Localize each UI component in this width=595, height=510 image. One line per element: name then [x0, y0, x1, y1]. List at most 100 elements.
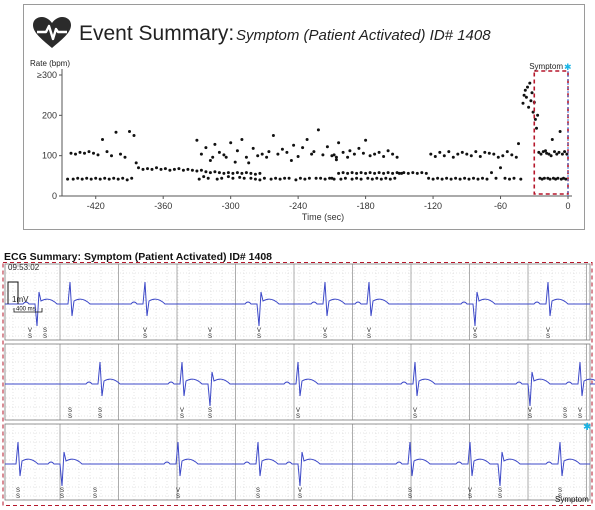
beat-label: S [208, 414, 212, 420]
data-point [451, 155, 455, 159]
data-point [512, 176, 516, 180]
data-point [222, 153, 226, 157]
data-point [350, 177, 354, 181]
beat-label: S [28, 334, 32, 340]
data-point [496, 155, 500, 159]
data-point [366, 176, 370, 180]
data-point [411, 171, 415, 175]
ecg-waveform [5, 361, 595, 407]
data-point [478, 155, 482, 158]
data-point [382, 155, 386, 158]
beat-label: S [473, 334, 477, 340]
data-point [238, 175, 242, 179]
data-point [529, 99, 533, 103]
data-point [494, 176, 498, 180]
beat-label: V [176, 488, 180, 494]
data-point [463, 176, 467, 180]
data-point [242, 176, 246, 180]
beat-label: V [208, 328, 212, 334]
data-point [199, 152, 203, 156]
event-title: Event Summary: [79, 22, 235, 45]
data-point [301, 146, 305, 150]
data-point [231, 171, 235, 175]
beat-label: V [298, 488, 302, 494]
beat-label: S [98, 408, 102, 414]
beat-label: S [498, 488, 502, 494]
data-point [535, 126, 538, 130]
data-point [343, 176, 347, 180]
data-point [260, 152, 264, 156]
beat-label: S [256, 494, 260, 500]
x-tick-label: -120 [424, 201, 442, 211]
data-point [271, 134, 275, 137]
data-point [247, 161, 251, 165]
data-point [384, 176, 388, 180]
data-point [499, 166, 502, 170]
data-point [274, 176, 278, 180]
data-point [391, 171, 395, 175]
data-point [89, 177, 93, 181]
x-tick-label: -60 [494, 201, 507, 211]
beat-label: V [367, 328, 371, 334]
data-point [346, 171, 350, 175]
data-point [240, 138, 244, 141]
data-point [233, 160, 237, 164]
data-point [386, 149, 390, 153]
data-point [438, 150, 442, 154]
scale-bar [13, 308, 43, 313]
data-point [536, 113, 540, 117]
data-point [368, 154, 372, 158]
data-point [76, 176, 80, 180]
data-point [258, 171, 262, 175]
data-point [292, 143, 296, 147]
beat-label: S [43, 328, 47, 334]
data-point [226, 175, 230, 179]
data-point [276, 152, 280, 156]
ecg-waveform [5, 441, 590, 487]
beat-label: S [563, 414, 567, 420]
data-point [379, 177, 383, 181]
data-point [116, 177, 120, 181]
data-point [229, 141, 233, 145]
data-point [341, 171, 345, 175]
beat-label: S [546, 334, 550, 340]
data-point [280, 147, 284, 151]
data-point [217, 150, 221, 154]
y-tick-label: ≥300 [37, 70, 57, 80]
beat-label: S [578, 414, 582, 420]
heart-monitor-icon [33, 17, 71, 48]
data-point [469, 154, 473, 158]
data-point [346, 155, 350, 159]
data-point [454, 176, 458, 180]
data-point [283, 176, 287, 180]
strip-border [4, 263, 591, 341]
beat-label: S [143, 334, 147, 340]
data-point [341, 150, 345, 154]
calibration-label: 1mV [12, 295, 29, 304]
data-point [359, 171, 363, 175]
data-point [350, 171, 354, 175]
data-point [114, 130, 118, 134]
data-point [533, 117, 537, 121]
beat-label: S [93, 494, 97, 500]
data-point [103, 176, 107, 180]
data-point [85, 176, 89, 180]
data-point [355, 176, 359, 180]
beat-label: S [98, 414, 102, 420]
data-point [150, 167, 154, 171]
data-point [278, 177, 282, 181]
data-point [240, 171, 244, 175]
data-point [213, 142, 217, 146]
data-point [523, 88, 527, 92]
y-tick-label: 200 [42, 110, 57, 120]
data-point [87, 150, 91, 154]
beat-label: S [558, 488, 562, 494]
data-point [510, 153, 514, 157]
beat-label: S [16, 488, 20, 494]
data-point [222, 171, 226, 175]
data-point [558, 130, 562, 133]
data-point [465, 152, 469, 156]
beat-label: V [296, 408, 300, 414]
data-point [134, 161, 138, 165]
data-point [370, 177, 374, 181]
